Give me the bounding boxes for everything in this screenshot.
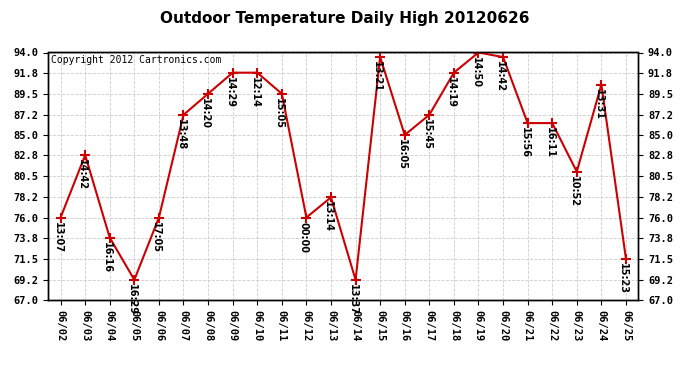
Text: 12:14: 12:14 <box>250 77 259 108</box>
Text: 15:45: 15:45 <box>422 119 431 150</box>
Text: 16:16: 16:16 <box>102 242 112 273</box>
Text: 00:00: 00:00 <box>299 222 308 253</box>
Text: 14:42: 14:42 <box>495 61 505 92</box>
Text: 16:11: 16:11 <box>544 127 555 158</box>
Text: 16:05: 16:05 <box>397 139 407 170</box>
Text: 16:29: 16:29 <box>126 284 137 315</box>
Text: 13:14: 13:14 <box>323 201 333 232</box>
Text: 15:05: 15:05 <box>274 98 284 129</box>
Text: 13:37: 13:37 <box>348 284 358 315</box>
Text: 17:05: 17:05 <box>151 222 161 253</box>
Text: 13:31: 13:31 <box>593 89 604 120</box>
Text: 14:42: 14:42 <box>77 159 88 190</box>
Text: Copyright 2012 Cartronics.com: Copyright 2012 Cartronics.com <box>51 55 221 65</box>
Text: 14:50: 14:50 <box>471 57 481 88</box>
Text: 13:07: 13:07 <box>53 222 63 253</box>
Text: 10:52: 10:52 <box>569 176 579 207</box>
Text: 14:29: 14:29 <box>225 77 235 108</box>
Text: 14:19: 14:19 <box>446 77 456 108</box>
Text: Outdoor Temperature Daily High 20120626: Outdoor Temperature Daily High 20120626 <box>160 11 530 26</box>
Text: 15:56: 15:56 <box>520 127 530 158</box>
Text: 13:48: 13:48 <box>176 119 186 150</box>
Text: 15:23: 15:23 <box>618 263 628 294</box>
Text: 13:21: 13:21 <box>373 61 382 92</box>
Text: 14:20: 14:20 <box>200 98 210 129</box>
